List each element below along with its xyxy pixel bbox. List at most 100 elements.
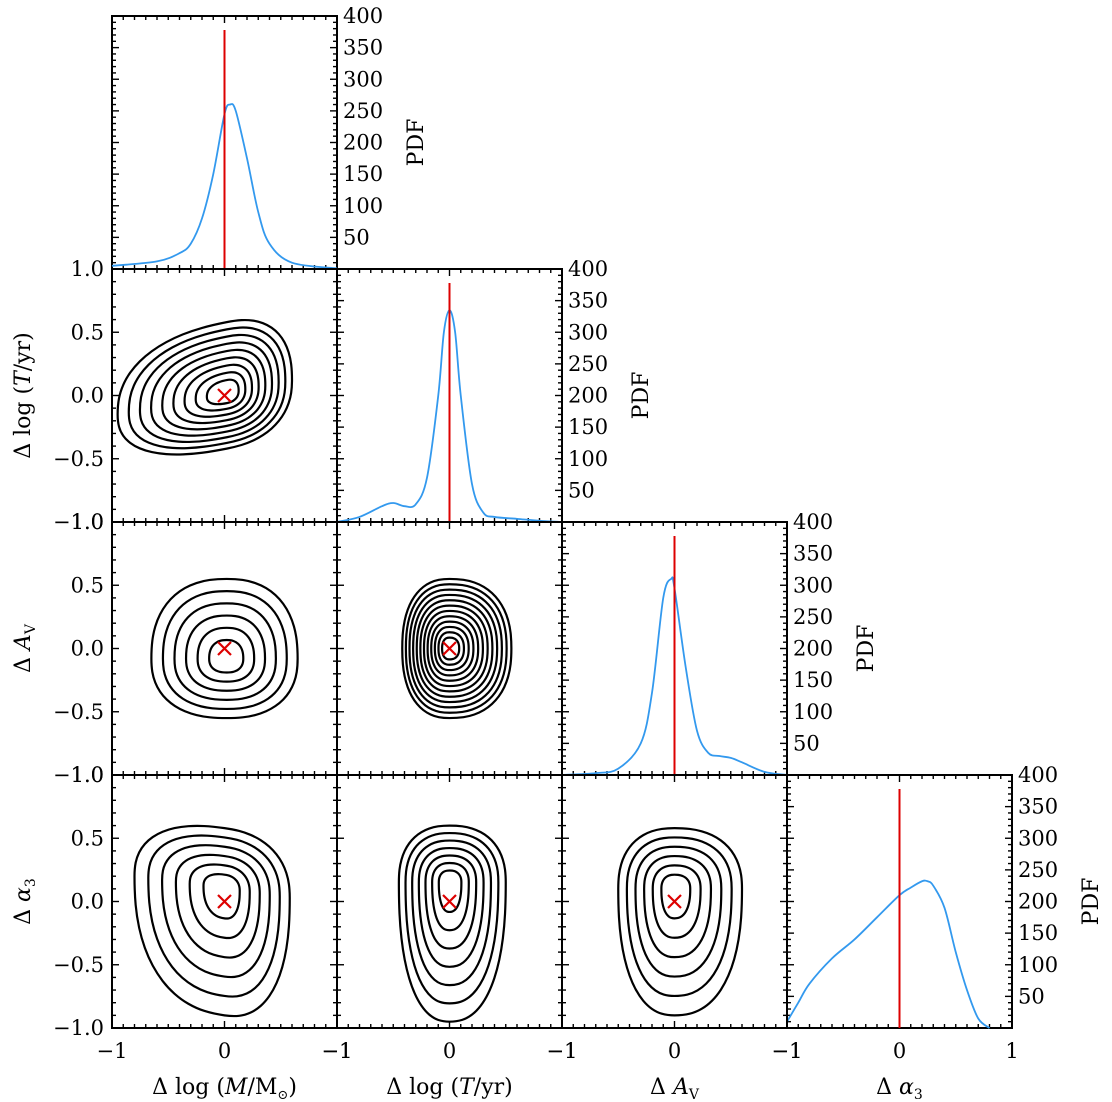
pdf-tick-label: 200 bbox=[568, 384, 608, 408]
pdf-tick-label: 150 bbox=[1018, 921, 1058, 945]
pdf-panel-logM: 50 100 150 200 250 300 350 400 PDF bbox=[111, 4, 429, 270]
contour-level bbox=[419, 604, 489, 693]
x-axis-label-alpha3: Δ α3 bbox=[876, 1075, 923, 1102]
pdf-tick-label: 250 bbox=[343, 99, 383, 123]
contour-level bbox=[408, 588, 503, 709]
y-axis-row-1: −1.0 −0.5 0.0 0.5 1.0 Δ log (T/yr) bbox=[11, 257, 104, 534]
contour-level bbox=[184, 614, 267, 692]
contour-level bbox=[161, 348, 267, 431]
contour-level bbox=[625, 836, 733, 998]
contour-level bbox=[412, 593, 499, 704]
contour-level bbox=[183, 363, 254, 418]
x-tick-label: 0 bbox=[218, 1039, 231, 1063]
contour-level bbox=[431, 861, 470, 932]
contour-level bbox=[415, 599, 494, 698]
pdf-curve-logT bbox=[336, 309, 563, 523]
pdf-tick-label: 100 bbox=[793, 700, 833, 724]
contour-level bbox=[437, 869, 463, 914]
contour-level bbox=[401, 577, 513, 720]
pdf-tick-label: 400 bbox=[1018, 763, 1058, 787]
y-tick-label: −1.0 bbox=[53, 510, 104, 534]
contour-level bbox=[440, 636, 461, 661]
x-tick-label: −1 bbox=[772, 1039, 803, 1063]
contour-panel-logT-AV bbox=[336, 521, 563, 776]
pdf-tick-label: 50 bbox=[568, 478, 595, 502]
contour-level bbox=[634, 845, 723, 978]
x-tick-label: 1 bbox=[1005, 1039, 1018, 1063]
pdf-tick-label: 50 bbox=[793, 731, 820, 755]
y-axis-label-alpha3: Δ α3 bbox=[11, 878, 39, 925]
pdf-tick-label: 100 bbox=[343, 194, 383, 218]
x-axis-label-logM: Δ log (M/M⊙) bbox=[152, 1075, 297, 1102]
contour-level bbox=[411, 839, 493, 987]
x-axis-label-logT: Δ log (T/yr) bbox=[386, 1075, 512, 1100]
contour-panel-AV-alpha3 bbox=[561, 774, 788, 1029]
contour-level bbox=[422, 609, 485, 688]
pdf-tick-label: 200 bbox=[793, 637, 833, 661]
x-tick-label: −1 bbox=[322, 1039, 353, 1063]
truth-marker bbox=[217, 388, 232, 403]
x-tick-label: −1 bbox=[547, 1039, 578, 1063]
pdf-tick-label: 350 bbox=[568, 289, 608, 313]
contour-level bbox=[404, 831, 500, 1005]
x-axis-col-2: −1 0 −1 Δ AV bbox=[547, 1039, 803, 1102]
y-tick-label: −0.5 bbox=[53, 953, 104, 977]
pdf-axis-label: PDF bbox=[629, 372, 654, 420]
pdf-tick-label: 300 bbox=[568, 320, 608, 344]
contour-level bbox=[147, 834, 281, 998]
pdf-tick-label: 250 bbox=[568, 352, 608, 376]
contour-level bbox=[150, 577, 299, 720]
y-tick-label: 0.0 bbox=[71, 637, 104, 661]
pdf-tick-label: 50 bbox=[343, 225, 370, 249]
pdf-panel-AV: 50 100 150 200 250 300 350 400 PDF bbox=[561, 510, 879, 776]
contour-level bbox=[433, 625, 470, 672]
pdf-tick-label: 400 bbox=[343, 4, 383, 28]
truth-marker bbox=[217, 641, 232, 656]
contour-level bbox=[173, 602, 277, 701]
contour-level bbox=[643, 854, 713, 959]
y-axis-label-logT: Δ log (T/yr) bbox=[11, 332, 36, 458]
contour-level bbox=[194, 371, 247, 412]
pdf-axis-label: PDF bbox=[404, 119, 429, 167]
truth-marker bbox=[217, 894, 232, 909]
y-tick-label: −1.0 bbox=[53, 1016, 104, 1040]
contour-level bbox=[208, 638, 245, 674]
y-axis-row-3: −1.0 −0.5 0.0 0.5 1.0 Δ α3 bbox=[11, 763, 104, 1040]
contour-level bbox=[205, 378, 240, 406]
truth-marker bbox=[667, 894, 682, 909]
y-tick-label: 1.0 bbox=[71, 510, 104, 534]
contour-level bbox=[149, 341, 274, 437]
contour-panel-logM-logT bbox=[111, 268, 338, 523]
x-tick-label: −1 bbox=[772, 1039, 803, 1063]
contour-level bbox=[437, 631, 466, 666]
pdf-curve-alpha3 bbox=[786, 879, 991, 1029]
contour-panel-logT-alpha3 bbox=[336, 774, 563, 1029]
pdf-tick-label: 250 bbox=[793, 605, 833, 629]
pdf-tick-label: 300 bbox=[343, 67, 383, 91]
contour-panel-logM-alpha3 bbox=[111, 774, 338, 1029]
contour-level bbox=[404, 583, 508, 714]
contour-level bbox=[196, 626, 256, 683]
x-tick-label: 0 bbox=[443, 1039, 456, 1063]
pdf-panel-alpha3: 50 100 150 200 250 300 350 400 PDF bbox=[786, 763, 1104, 1029]
y-tick-label: 1.0 bbox=[71, 257, 104, 281]
x-axis-label-AV: Δ AV bbox=[650, 1075, 700, 1102]
pdf-tick-label: 50 bbox=[1018, 984, 1045, 1008]
pdf-tick-label: 150 bbox=[793, 668, 833, 692]
y-axis-row-2: −1.0 −0.5 0.0 0.5 1.0 Δ AV bbox=[11, 510, 104, 787]
contour-level bbox=[424, 854, 478, 950]
contour-level bbox=[417, 846, 485, 968]
contour-level bbox=[116, 318, 294, 456]
truth-marker bbox=[442, 894, 457, 909]
contour-level bbox=[397, 824, 507, 1023]
contour-level bbox=[174, 853, 261, 959]
pdf-curve-AV bbox=[561, 576, 788, 776]
pdf-tick-label: 100 bbox=[568, 447, 608, 471]
y-tick-label: 1.0 bbox=[71, 763, 104, 787]
contour-level bbox=[651, 864, 702, 939]
contour-level bbox=[161, 590, 288, 711]
y-tick-label: −0.5 bbox=[53, 700, 104, 724]
pdf-tick-label: 200 bbox=[343, 131, 383, 155]
contour-level bbox=[430, 620, 475, 677]
